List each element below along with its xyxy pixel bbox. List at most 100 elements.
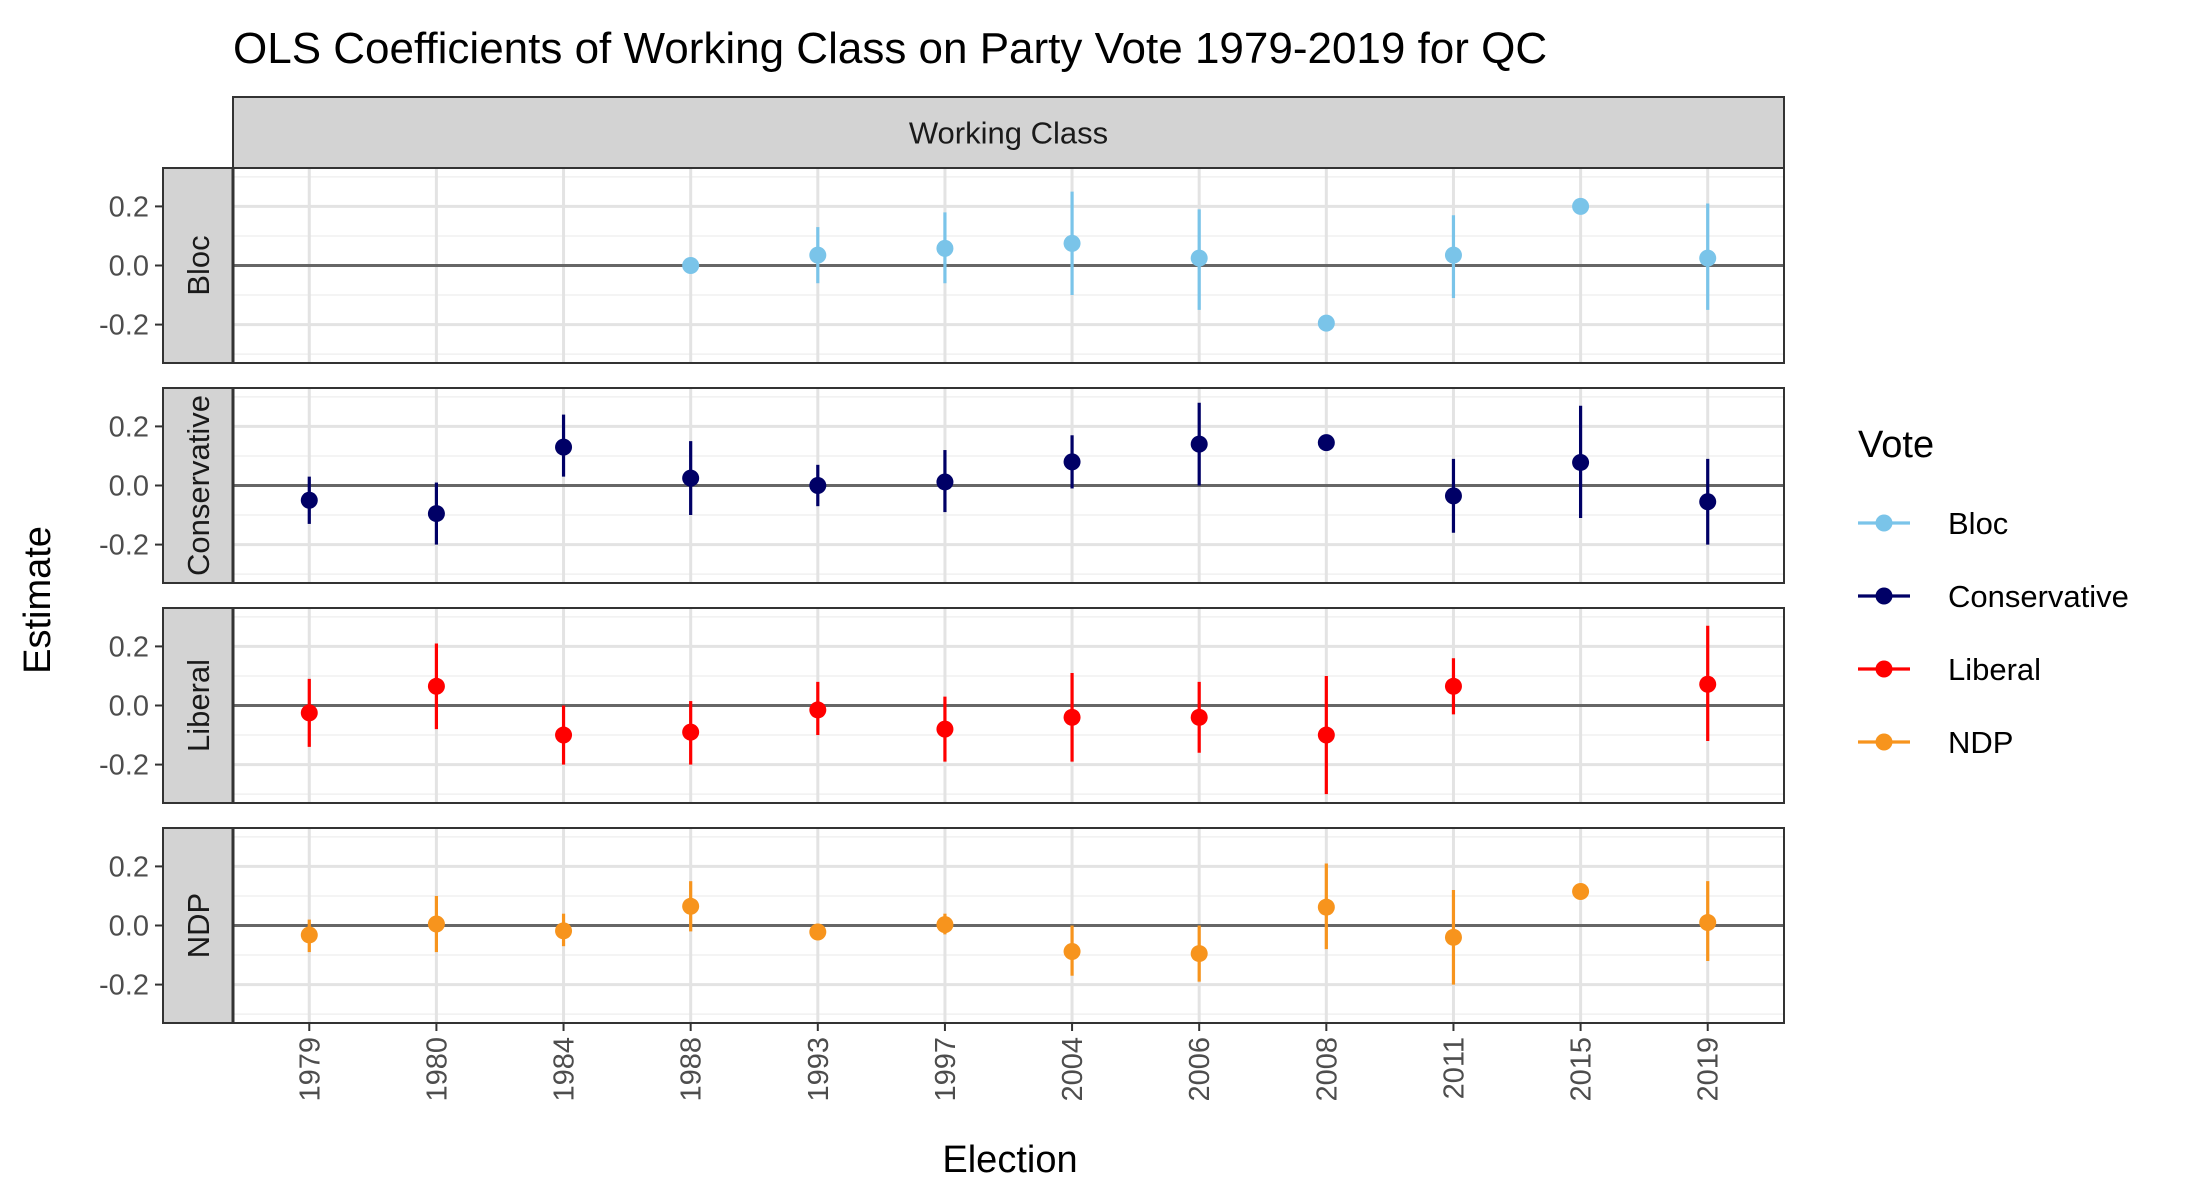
legend: Vote Bloc Conservative Liberal NDP bbox=[1858, 424, 2129, 760]
data-point bbox=[1063, 943, 1081, 960]
data-point bbox=[1063, 234, 1081, 252]
legend-key-point bbox=[1875, 660, 1893, 678]
legend-key-point bbox=[1875, 733, 1893, 751]
y-tick-label: 0.2 bbox=[109, 631, 149, 663]
data-point bbox=[809, 246, 827, 264]
x-tick-label: 2008 bbox=[1311, 1037, 1343, 1102]
y-tick-label: 0.2 bbox=[109, 411, 149, 443]
data-point bbox=[300, 491, 318, 509]
x-tick-label: 2015 bbox=[1566, 1037, 1598, 1102]
side-strip-label: Liberal bbox=[181, 659, 216, 752]
chart-title: OLS Coefficients of Working Class on Par… bbox=[233, 24, 1547, 73]
data-point bbox=[682, 469, 700, 487]
data-point bbox=[1699, 675, 1717, 693]
data-point bbox=[936, 916, 954, 934]
data-point bbox=[1190, 708, 1208, 726]
y-tick-label: -0.2 bbox=[99, 310, 149, 342]
data-point bbox=[1317, 898, 1335, 916]
side-strip-label: Bloc bbox=[181, 235, 216, 295]
x-tick-label: 1979 bbox=[294, 1037, 326, 1102]
data-point bbox=[936, 473, 954, 491]
y-tick-label: -0.2 bbox=[99, 970, 149, 1002]
data-point bbox=[1444, 677, 1462, 695]
legend-label: Conservative bbox=[1948, 579, 2129, 614]
data-point bbox=[682, 897, 700, 915]
data-point bbox=[682, 723, 700, 741]
y-tick-label: 0.0 bbox=[109, 251, 149, 283]
data-point bbox=[555, 726, 573, 744]
data-point bbox=[300, 704, 318, 722]
panel-conservative: Conservative -0.2 0.0 0.2 bbox=[99, 387, 1785, 584]
facet-strip-label: Working Class bbox=[909, 116, 1108, 151]
data-point bbox=[1317, 434, 1335, 452]
data-point bbox=[682, 257, 700, 274]
data-point bbox=[809, 701, 827, 719]
legend-item-conservative: Conservative bbox=[1858, 579, 2129, 614]
plot-panels: Working ClassBloc-0.20.00.2Conservative-… bbox=[99, 96, 1785, 1024]
y-tick-label: -0.2 bbox=[99, 530, 149, 562]
data-point bbox=[427, 677, 445, 695]
y-tick-label: -0.2 bbox=[99, 750, 149, 782]
data-point bbox=[1572, 453, 1590, 471]
x-tick-label: 2019 bbox=[1693, 1037, 1725, 1102]
x-tick-label: 1993 bbox=[803, 1037, 835, 1102]
side-strip-bloc: Bloc bbox=[162, 167, 235, 364]
data-point bbox=[555, 438, 573, 456]
x-tick-label: 1997 bbox=[930, 1037, 962, 1102]
legend-item-ndp: NDP bbox=[1858, 725, 2013, 760]
legend-item-bloc: Bloc bbox=[1858, 506, 2008, 541]
data-point bbox=[1317, 726, 1335, 744]
x-tick-label: 2004 bbox=[1057, 1037, 1089, 1102]
data-point bbox=[1699, 493, 1717, 511]
x-axis: 1979 1980 1984 1988 1993 1997 2004 2006 2008 2011… bbox=[294, 1023, 1725, 1102]
side-strip-ndp: NDP bbox=[162, 827, 235, 1024]
legend-key-point bbox=[1875, 587, 1893, 605]
data-point bbox=[936, 720, 954, 738]
x-tick-label: 1984 bbox=[549, 1037, 581, 1102]
y-tick-label: 0.0 bbox=[109, 911, 149, 943]
x-axis-label: Election bbox=[942, 1139, 1077, 1181]
legend-key-point bbox=[1875, 514, 1893, 532]
data-point bbox=[427, 915, 445, 933]
side-strip-label: Conservative bbox=[181, 395, 216, 576]
data-point bbox=[300, 926, 318, 944]
y-axis-label: Estimate bbox=[17, 526, 59, 674]
legend-label: NDP bbox=[1948, 725, 2013, 760]
panel-bloc: Bloc -0.2 0.0 0.2 bbox=[99, 167, 1785, 364]
x-tick-label: 1988 bbox=[676, 1037, 708, 1102]
y-tick-label: 0.2 bbox=[109, 851, 149, 883]
y-tick-label: 0.0 bbox=[109, 471, 149, 503]
data-point bbox=[1063, 708, 1081, 726]
data-point bbox=[936, 239, 954, 257]
data-point bbox=[1572, 883, 1590, 901]
data-point bbox=[1572, 197, 1590, 215]
data-point bbox=[1190, 435, 1208, 453]
data-point bbox=[1317, 314, 1335, 332]
data-point bbox=[1699, 249, 1717, 267]
data-point bbox=[1190, 945, 1208, 963]
data-point bbox=[1699, 914, 1717, 932]
legend-title: Vote bbox=[1858, 424, 1934, 466]
data-point bbox=[1444, 487, 1462, 505]
facet-strip: Working Class bbox=[232, 96, 1785, 169]
x-tick-label: 2006 bbox=[1184, 1037, 1216, 1102]
data-point bbox=[555, 922, 573, 940]
y-tick-label: 0.0 bbox=[109, 691, 149, 723]
panel-ndp: NDP -0.2 0.0 0.2 bbox=[99, 827, 1785, 1024]
legend-item-liberal: Liberal bbox=[1858, 652, 2041, 687]
x-tick-label: 2011 bbox=[1438, 1037, 1470, 1099]
data-point bbox=[1444, 246, 1462, 264]
data-point bbox=[809, 477, 827, 494]
data-point bbox=[1190, 249, 1208, 267]
data-point bbox=[809, 923, 827, 941]
data-point bbox=[1063, 453, 1081, 471]
panel-liberal: Liberal -0.2 0.0 0.2 bbox=[99, 607, 1785, 804]
side-strip-label: NDP bbox=[181, 893, 216, 958]
data-point bbox=[427, 505, 445, 523]
data-point bbox=[1444, 928, 1462, 946]
side-strip-conservative: Conservative bbox=[162, 387, 235, 584]
y-tick-label: 0.2 bbox=[109, 191, 149, 223]
legend-label: Bloc bbox=[1948, 506, 2008, 541]
legend-label: Liberal bbox=[1948, 652, 2041, 687]
